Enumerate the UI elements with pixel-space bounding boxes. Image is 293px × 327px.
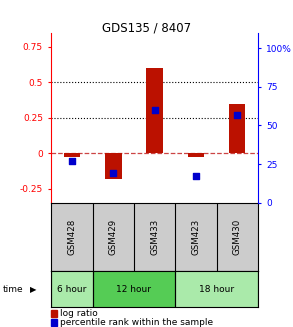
Text: 6 hour: 6 hour xyxy=(57,285,87,294)
Text: GSM428: GSM428 xyxy=(67,219,76,255)
Point xyxy=(235,112,240,117)
Bar xyxy=(64,153,80,157)
Text: GSM423: GSM423 xyxy=(191,219,200,255)
Bar xyxy=(51,319,57,326)
Text: GSM430: GSM430 xyxy=(233,219,242,255)
Bar xyxy=(105,153,122,179)
Text: 12 hour: 12 hour xyxy=(116,285,151,294)
Bar xyxy=(229,104,246,153)
Text: 18 hour: 18 hour xyxy=(199,285,234,294)
Text: log ratio: log ratio xyxy=(59,309,97,318)
Text: ▶: ▶ xyxy=(30,285,37,294)
Bar xyxy=(175,271,258,307)
Bar xyxy=(51,271,93,307)
Text: GSM429: GSM429 xyxy=(109,219,118,255)
Point xyxy=(70,158,74,164)
Bar xyxy=(188,153,204,157)
Text: GSM433: GSM433 xyxy=(150,219,159,255)
Bar xyxy=(93,271,175,307)
Text: time: time xyxy=(3,285,23,294)
Text: GDS135 / 8407: GDS135 / 8407 xyxy=(102,21,191,34)
Point xyxy=(194,174,198,179)
Bar xyxy=(146,68,163,153)
Text: percentile rank within the sample: percentile rank within the sample xyxy=(59,318,213,327)
Point xyxy=(111,171,116,176)
Point xyxy=(152,107,157,112)
Bar xyxy=(51,310,57,317)
